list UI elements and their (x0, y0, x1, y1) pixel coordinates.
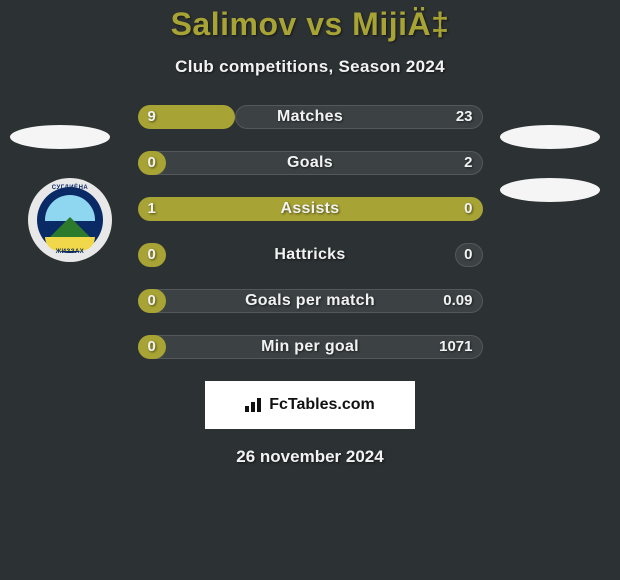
club-logo-bottom-text: ЖИЗЗАХ (37, 249, 103, 255)
brand-text: FcTables.com (269, 396, 375, 414)
footer-date: 26 november 2024 (0, 447, 620, 467)
club-logo-mountain-icon (48, 217, 92, 239)
brand-chart-icon (245, 398, 263, 412)
right-team-badge-ellipse (500, 125, 600, 149)
stat-row: 00.09Goals per match (138, 289, 483, 313)
left-team-badge-ellipse (10, 125, 110, 149)
brand-box: FcTables.com (205, 381, 415, 429)
page-subtitle: Club competitions, Season 2024 (0, 57, 620, 77)
stat-row: 10Assists (138, 197, 483, 221)
page-title: Salimov vs MijiÄ‡ (0, 6, 620, 43)
stat-row: 00Hattricks (138, 243, 483, 267)
stat-label: Goals (138, 151, 483, 175)
stat-label: Matches (138, 105, 483, 129)
club-logo-top-text: СУГДИЁНА (37, 185, 103, 191)
stat-row: 01071Min per goal (138, 335, 483, 359)
content: Salimov vs MijiÄ‡ Club competitions, Sea… (0, 0, 620, 580)
stat-row: 923Matches (138, 105, 483, 129)
stat-label: Goals per match (138, 289, 483, 313)
stat-row: 02Goals (138, 151, 483, 175)
club-logo-icon: СУГДИЁНА ЖИЗЗАХ (37, 187, 103, 253)
stat-label: Assists (138, 197, 483, 221)
stat-label: Hattricks (138, 243, 483, 267)
left-team-logo: СУГДИЁНА ЖИЗЗАХ (28, 178, 112, 262)
stat-label: Min per goal (138, 335, 483, 359)
right-team-badge-ellipse-2 (500, 178, 600, 202)
